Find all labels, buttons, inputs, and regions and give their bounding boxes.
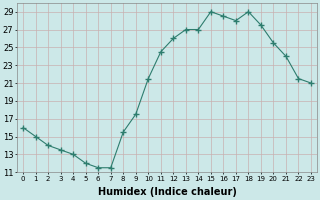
X-axis label: Humidex (Indice chaleur): Humidex (Indice chaleur) bbox=[98, 187, 236, 197]
